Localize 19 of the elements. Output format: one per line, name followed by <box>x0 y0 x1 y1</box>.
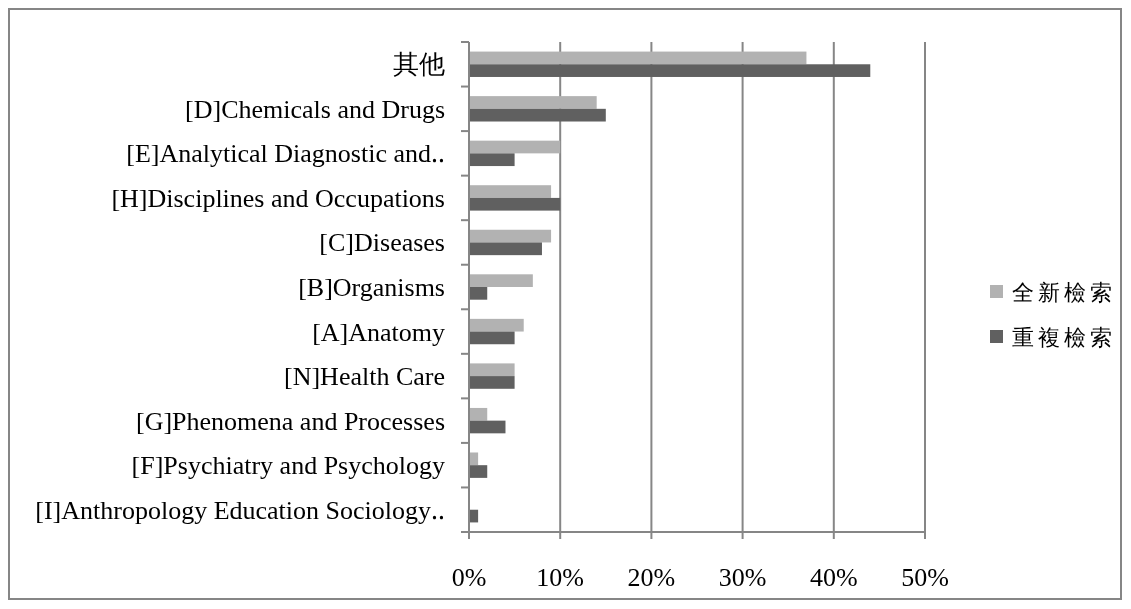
category-label: [C]Diseases <box>319 228 445 258</box>
category-label: [B]Organisms <box>298 273 445 302</box>
category-label: [N]Health Care <box>284 362 445 392</box>
x-tick-label: 50% <box>901 563 949 592</box>
x-tick-label: 0% <box>451 563 487 592</box>
legend-label: 重複檢索 <box>1012 324 1116 350</box>
x-tick-label: 40% <box>809 563 858 592</box>
category-label: [I]Anthropology Education Sociology‥ <box>35 495 445 525</box>
category-label: [F]Psychiatry and Psychology <box>131 451 445 481</box>
category-label: [H]Disciplines and Occupations <box>111 183 445 213</box>
x-tick-label: 20% <box>627 563 676 592</box>
category-label: [E]Analytical Diagnostic and‥ <box>126 139 445 169</box>
category-label: [A]Anatomy <box>312 317 445 347</box>
x-tick-label: 30% <box>718 563 767 592</box>
category-label: [D]Chemicals and Drugs <box>185 94 445 124</box>
category-label: [G]Phenomena and Processes <box>135 406 445 436</box>
x-tick-label: 10% <box>536 563 585 592</box>
legend-label: 全新檢索 <box>1012 279 1116 305</box>
category-label: 其他 <box>393 50 445 80</box>
